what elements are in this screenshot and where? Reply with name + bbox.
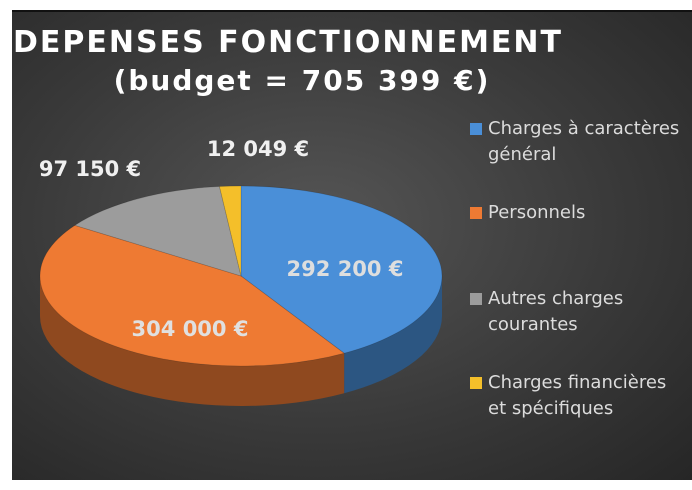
slice-side: [40, 276, 345, 407]
legend-swatch: [470, 377, 482, 389]
slice-side: [344, 276, 442, 394]
legend-swatch: [470, 293, 482, 305]
legend-label: Charges financières et spécifiques: [488, 372, 667, 419]
legend-label: Autres charges courantes: [488, 288, 624, 335]
data-label: 12 049 €: [207, 137, 309, 161]
legend-label: Personnels: [488, 202, 586, 223]
legend-swatch: [470, 207, 482, 219]
data-label: 97 150 €: [39, 157, 141, 181]
legend-item: Autres charges courantes: [470, 286, 685, 338]
slice: [39, 224, 346, 367]
slice: [218, 185, 242, 277]
chart-title: DEPENSES FONCTIONNEMENT: [13, 25, 563, 60]
legend-item: Personnels: [470, 200, 685, 226]
chart-subtitle: (budget = 705 399 €): [114, 64, 491, 97]
data-label: 304 000 €: [132, 317, 249, 341]
legend-swatch: [470, 123, 482, 135]
data-label: 292 200 €: [287, 257, 404, 281]
slice: [73, 186, 242, 277]
legend-item: Charges financières et spécifiques: [470, 370, 685, 422]
legend-item: Charges à caractères général: [470, 116, 685, 168]
slice: [240, 185, 443, 354]
legend-label: Charges à caractères général: [488, 118, 680, 165]
